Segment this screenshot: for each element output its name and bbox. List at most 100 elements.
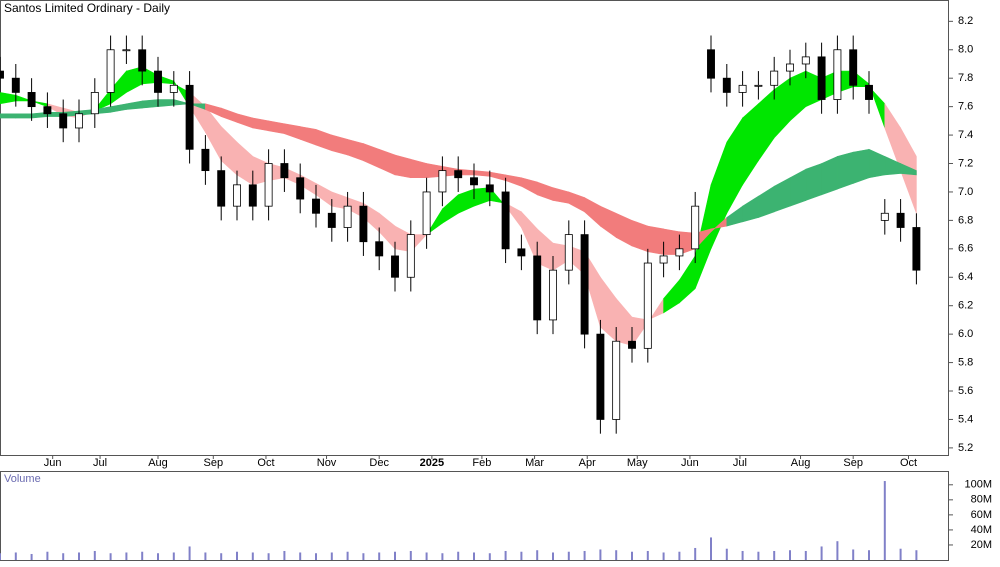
volume-bar	[78, 552, 80, 560]
candle-body	[327, 212, 336, 228]
candle-body	[264, 163, 273, 207]
candle-body	[786, 63, 794, 72]
y-tick-label: 6.6	[958, 243, 973, 255]
ribbon-segment	[615, 212, 633, 247]
volume-panel-frame	[0, 471, 949, 561]
volume-bar	[678, 551, 681, 560]
candle-body	[770, 70, 779, 86]
volume-bar	[236, 551, 238, 560]
volume-bar	[30, 553, 33, 560]
x-tick-label: Apr	[579, 457, 596, 469]
ribbon-segment	[299, 126, 317, 146]
chart-title: Santos Limited Ordinary - Daily	[4, 1, 170, 15]
ribbon-segment	[758, 88, 775, 162]
candle-body	[406, 234, 415, 278]
candle-body	[169, 84, 178, 93]
volume-bar	[457, 551, 460, 560]
ribbon-segment	[773, 177, 791, 213]
volume-bar	[378, 552, 381, 560]
volume-bar	[789, 550, 791, 560]
volume-bar	[836, 541, 839, 560]
ribbon-segment	[236, 113, 254, 129]
volume-bar	[710, 537, 712, 560]
volume-bar	[852, 549, 855, 560]
volume-bar	[520, 551, 523, 560]
x-tick-label: Feb	[472, 457, 491, 469]
ribbon-segment	[0, 113, 17, 119]
volume-bar	[646, 550, 649, 560]
candle-body	[11, 77, 20, 93]
ribbon-segment	[236, 141, 254, 186]
ribbon-segment	[284, 123, 301, 140]
candle-body	[501, 191, 510, 250]
candle-body	[122, 49, 131, 52]
ribbon-segment	[442, 194, 459, 224]
ribbon-segment	[378, 148, 396, 176]
volume-bar	[773, 550, 776, 560]
candle-body	[912, 227, 921, 271]
ribbon-segment	[473, 170, 491, 177]
ribbon-segment	[742, 195, 759, 223]
volume-bar	[362, 553, 365, 560]
volume-bar	[868, 550, 870, 560]
ribbon-segment	[758, 185, 775, 218]
volume-bar	[820, 546, 823, 560]
volume-bar	[283, 550, 286, 560]
ribbon-segment	[584, 197, 601, 227]
candle-body	[201, 148, 210, 172]
volume-bar	[188, 546, 191, 560]
candle-body	[707, 49, 715, 79]
candle-body	[27, 92, 36, 108]
candle-body	[359, 205, 368, 243]
ribbon-segment	[679, 254, 696, 304]
y-tick-label: 6.8	[958, 214, 973, 226]
y-tick-label: 6.2	[958, 300, 973, 312]
candle-body	[564, 234, 573, 271]
volume-bar	[725, 548, 728, 560]
candle-body	[233, 184, 241, 207]
volume-bar	[204, 552, 207, 560]
candle-body	[185, 84, 194, 150]
volume-bar	[93, 550, 96, 560]
x-tick-label: Mar	[525, 457, 544, 469]
ribbon-segment	[220, 107, 238, 123]
x-tick-label: Jul	[93, 457, 107, 469]
volume-bar	[220, 553, 223, 560]
ribbon-segment	[773, 77, 791, 139]
volume-bar	[615, 550, 618, 560]
ribbon-segment	[742, 103, 759, 186]
volume-tick-label: 80M	[971, 494, 992, 506]
candle-body	[75, 113, 83, 129]
volume-bar	[109, 553, 112, 560]
ribbon-segment	[126, 100, 143, 110]
volume-bar	[631, 551, 633, 560]
candles	[0, 35, 921, 434]
candle-body	[470, 177, 478, 186]
candle-body	[248, 184, 257, 207]
x-tick-label: Sep	[204, 457, 224, 469]
volume-bar	[251, 552, 254, 560]
candle-body	[485, 184, 494, 193]
y-tick-label: 5.6	[958, 385, 973, 397]
volume-bar	[741, 550, 744, 560]
x-tick-label: Aug	[791, 457, 811, 469]
x-tick-label: 2025	[420, 457, 444, 469]
candle-body	[833, 49, 842, 100]
ribbon-segment	[0, 92, 17, 105]
ribbon-segment	[521, 177, 538, 196]
candle-body	[754, 84, 763, 87]
ribbon-segment	[410, 158, 427, 179]
y-tick-label: 7.6	[958, 101, 973, 113]
candle-body	[296, 177, 305, 200]
candle-body	[612, 340, 621, 420]
x-tick-label: Dec	[369, 457, 389, 469]
ribbon-segment	[457, 188, 475, 214]
volume-bar	[125, 552, 128, 560]
volume-bar	[172, 552, 175, 560]
candle-body	[375, 241, 384, 257]
candle-body	[422, 191, 431, 236]
ribbon-segment	[726, 117, 743, 215]
y-tick-label: 7.0	[958, 186, 973, 198]
y-tick-label: 7.2	[958, 157, 973, 169]
ribbon-segment	[252, 117, 269, 132]
